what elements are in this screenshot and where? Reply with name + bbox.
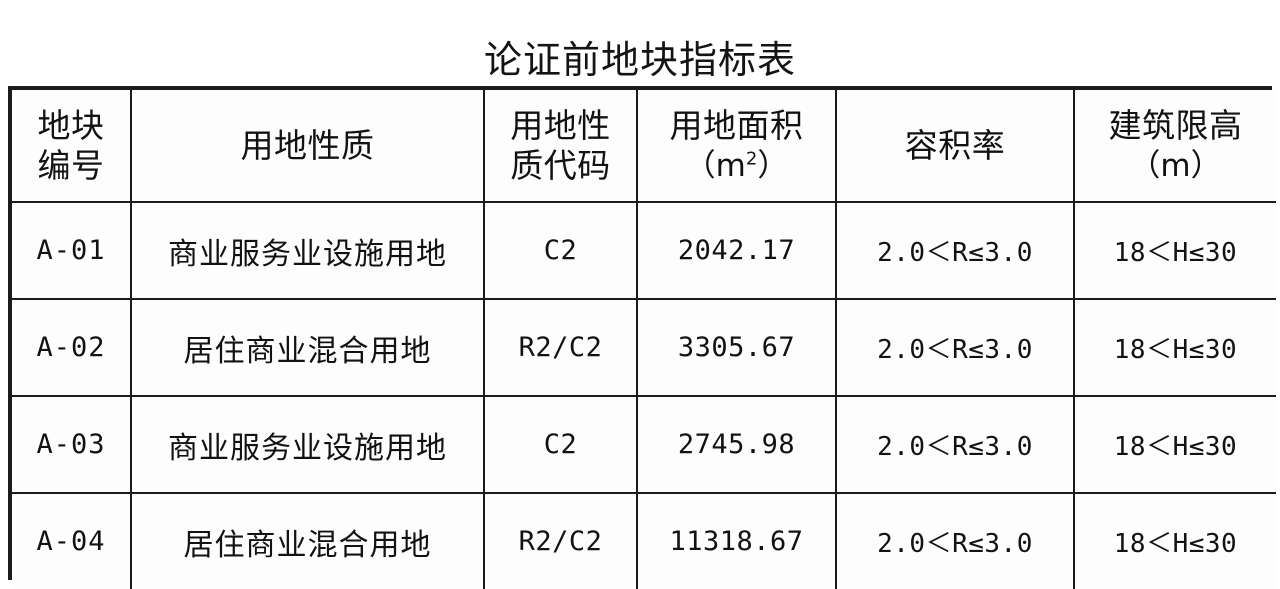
cell-far: 2.0＜R≤3.0 <box>835 201 1075 300</box>
unit-open-paren: （m <box>684 147 746 184</box>
page-title: 论证前地块指标表 <box>483 38 796 83</box>
cell-far: 2.0＜R≤3.0 <box>835 395 1075 494</box>
cell-land-use-code: R2/C2 <box>483 298 638 397</box>
plot-indicator-table: 地块 编号 用地性质 用地性 质代码 <box>12 90 1276 589</box>
cell-height-limit: 18＜H≤30 <box>1073 395 1276 494</box>
cell-land-use: 商业服务业设施用地 <box>130 201 485 300</box>
column-header-height-limit: 建筑限高 （m） <box>1073 90 1276 203</box>
column-header-land-area-unit: （m2） <box>640 146 833 186</box>
indicator-table-frame: 地块 编号 用地性质 用地性 质代码 <box>8 86 1276 589</box>
cell-land-area: 2042.17 <box>636 201 837 300</box>
column-header-height-limit-label: 建筑限高 <box>1108 105 1243 145</box>
cell-far: 2.0＜R≤3.0 <box>835 298 1075 397</box>
column-header-land-use-code-line1: 用地性 <box>510 105 611 145</box>
cell-land-use: 商业服务业设施用地 <box>130 395 485 494</box>
column-header-plot-id: 地块 编号 <box>12 90 132 203</box>
column-header-land-use-label: 用地性质 <box>240 125 375 165</box>
cell-land-area: 2745.98 <box>636 395 837 494</box>
column-header-far-label: 容积率 <box>904 125 1006 165</box>
unit-close-paren: ） <box>757 147 789 184</box>
column-header-land-use-code: 用地性 质代码 <box>483 90 638 203</box>
cell-land-use-code: R2/C2 <box>483 492 638 589</box>
cell-land-use: 居住商业混合用地 <box>130 492 485 589</box>
cell-height-limit: 18＜H≤30 <box>1073 492 1276 589</box>
cell-land-use-code: C2 <box>483 201 638 300</box>
table-body: A-01 商业服务业设施用地 C2 2042.17 2.0＜R≤3.0 18＜H… <box>12 201 1276 589</box>
column-header-land-area: 用地面积 （m2） <box>636 90 837 203</box>
cell-land-use: 居住商业混合用地 <box>130 298 485 397</box>
column-header-land-use-code-line2: 质代码 <box>510 145 611 185</box>
cell-land-area: 11318.67 <box>636 492 837 589</box>
column-header-height-limit-unit: （m） <box>1129 147 1222 184</box>
column-header-plot-id-line2: 编号 <box>37 145 105 185</box>
column-header-land-area-label: 用地面积 <box>669 105 804 145</box>
cell-height-limit: 18＜H≤30 <box>1073 201 1276 300</box>
unit-superscript: 2 <box>745 148 758 170</box>
title-container: 论证前地块指标表 <box>0 0 1280 82</box>
table-row: A-04 居住商业混合用地 R2/C2 11318.67 2.0＜R≤3.0 1… <box>12 492 1276 589</box>
table-header: 地块 编号 用地性质 用地性 质代码 <box>12 90 1276 203</box>
cell-plot-id: A-01 <box>12 201 132 300</box>
cell-land-use-code: C2 <box>483 395 638 494</box>
column-header-land-use: 用地性质 <box>130 90 485 203</box>
cell-height-limit: 18＜H≤30 <box>1073 298 1276 397</box>
table-row: A-03 商业服务业设施用地 C2 2745.98 2.0＜R≤3.0 18＜H… <box>12 395 1276 494</box>
cell-plot-id: A-04 <box>12 492 132 589</box>
cell-plot-id: A-03 <box>12 395 132 494</box>
cell-land-area: 3305.67 <box>636 298 837 397</box>
cell-far: 2.0＜R≤3.0 <box>835 492 1075 589</box>
cell-plot-id: A-02 <box>12 298 132 397</box>
table-header-row: 地块 编号 用地性质 用地性 质代码 <box>12 90 1276 203</box>
column-header-far: 容积率 <box>835 90 1075 203</box>
table-row: A-01 商业服务业设施用地 C2 2042.17 2.0＜R≤3.0 18＜H… <box>12 201 1276 300</box>
column-header-plot-id-line1: 地块 <box>37 105 105 145</box>
table-row: A-02 居住商业混合用地 R2/C2 3305.67 2.0＜R≤3.0 18… <box>12 298 1276 397</box>
